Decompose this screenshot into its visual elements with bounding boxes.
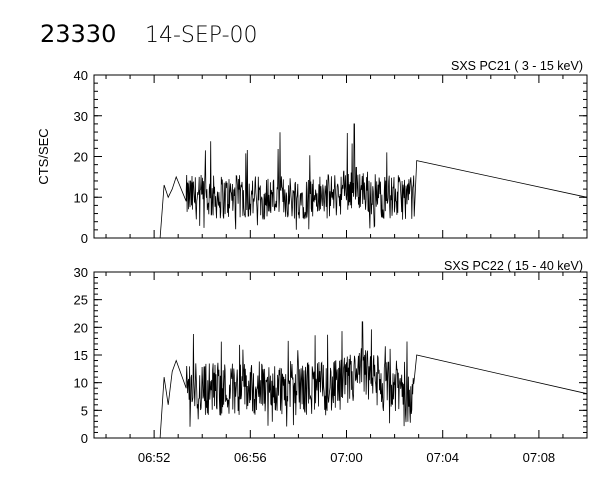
panel-label: SXS PC22 ( 15 - 40 keV) (444, 259, 583, 273)
y-tick-label: 40 (74, 68, 88, 83)
panel-pc22: SXS PC22 ( 15 - 40 keV) 0 5 10 15 20 25 30 06:52… (74, 259, 588, 465)
panel-pc21: SXS PC21 ( 3 - 15 keV) 0 10 20 30 40 CTS/SEC (36, 59, 588, 246)
y-tick-label: 10 (74, 376, 88, 391)
data-series-line (94, 123, 588, 239)
y-tick-label: 30 (74, 265, 88, 280)
y-tick-label: 0 (81, 231, 88, 246)
x-tick-label: 06:52 (138, 450, 171, 465)
y-tick-label: 20 (74, 150, 88, 165)
observation-date: 14-SEP-00 (145, 23, 258, 48)
y-axis-label: CTS/SEC (36, 128, 51, 184)
x-tick-label: 07:08 (523, 450, 556, 465)
x-tick-label: 07:04 (426, 450, 459, 465)
observation-id: 23330 (40, 20, 116, 48)
plot-frame (93, 271, 588, 439)
x-tick-label: 06:56 (234, 450, 267, 465)
y-tick-label: 15 (74, 348, 88, 363)
y-tick-label: 0 (81, 431, 88, 446)
panel-label: SXS PC21 ( 3 - 15 keV) (451, 59, 583, 73)
y-tick-label: 10 (74, 190, 88, 205)
y-tick-label: 5 (81, 403, 88, 418)
y-tick-label: 25 (74, 293, 88, 308)
data-series-line (94, 321, 588, 439)
x-tick-label: 07:00 (330, 450, 363, 465)
y-tick-label: 20 (74, 320, 88, 335)
y-tick-label: 30 (74, 109, 88, 124)
